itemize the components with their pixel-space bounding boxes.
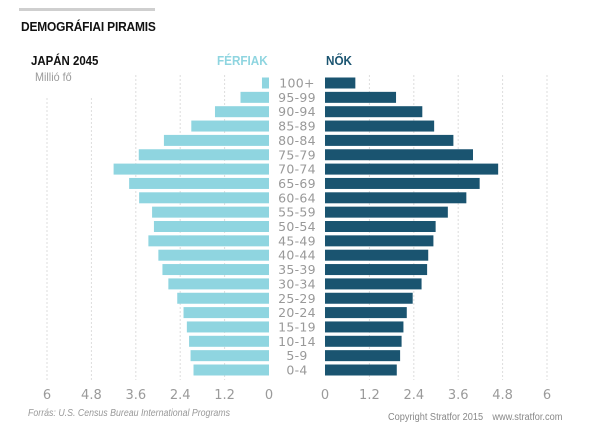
bar-female-15-19 xyxy=(325,321,404,333)
age-label: 55-59 xyxy=(278,205,316,220)
age-label: 20-24 xyxy=(278,305,316,320)
tick-label-left: 6 xyxy=(43,388,51,403)
bar-female-20-24 xyxy=(325,307,407,319)
tick-label-right: 0 xyxy=(321,388,329,403)
bar-male-100+ xyxy=(261,77,269,89)
bar-female-30-34 xyxy=(325,278,422,290)
bar-male-55-59 xyxy=(152,206,269,218)
age-label: 15-19 xyxy=(278,319,316,334)
bar-male-20-24 xyxy=(183,307,269,319)
bar-male-85-89 xyxy=(191,120,269,132)
bar-male-45-49 xyxy=(148,235,269,247)
bar-female-80-84 xyxy=(325,134,454,146)
bar-female-0-4 xyxy=(325,364,397,376)
age-label: 90-94 xyxy=(278,104,316,119)
tick-label-right: 3.6 xyxy=(448,388,469,403)
legend-female: NŐK xyxy=(326,53,353,68)
header-accent-bar xyxy=(19,8,155,11)
tick-label-right: 2.4 xyxy=(403,388,424,403)
bar-male-75-79 xyxy=(138,149,269,161)
tick-label-left: 1.2 xyxy=(214,388,235,403)
tick-label-left: 4.8 xyxy=(81,388,102,403)
bar-female-40-44 xyxy=(325,249,429,261)
bar-female-35-39 xyxy=(325,264,428,276)
bar-male-40-44 xyxy=(158,249,269,261)
bar-female-55-59 xyxy=(325,206,448,218)
bar-female-45-49 xyxy=(325,235,434,247)
bar-female-70-74 xyxy=(325,163,499,175)
bar-female-75-79 xyxy=(325,149,473,161)
tick-label-right: 6 xyxy=(543,388,551,403)
bars xyxy=(113,77,499,376)
tick-label-left: 2.4 xyxy=(170,388,191,403)
legend-male: FÉRFIAK xyxy=(217,53,268,68)
bar-female-25-29 xyxy=(325,292,413,304)
bar-female-95-99 xyxy=(325,91,397,103)
bar-male-60-64 xyxy=(139,192,269,204)
bar-male-70-74 xyxy=(113,163,269,175)
bar-female-65-69 xyxy=(325,177,480,189)
age-label: 10-14 xyxy=(278,334,316,349)
age-label: 75-79 xyxy=(278,147,316,162)
age-label: 60-64 xyxy=(278,190,316,205)
chart-title: DEMOGRÁFIAI PIRAMIS xyxy=(21,19,156,34)
bar-male-50-54 xyxy=(153,221,269,232)
age-label: 100+ xyxy=(279,76,315,91)
bar-female-50-54 xyxy=(325,221,436,232)
age-label: 0-4 xyxy=(286,363,307,378)
age-label: 40-44 xyxy=(278,248,316,263)
bar-male-0-4 xyxy=(193,364,269,376)
tick-label-right: 1.2 xyxy=(359,388,380,403)
bar-female-60-64 xyxy=(325,192,467,204)
bar-male-35-39 xyxy=(162,264,269,276)
unit-label: Millió fő xyxy=(35,70,72,84)
age-label: 70-74 xyxy=(278,162,316,177)
age-label: 80-84 xyxy=(278,133,316,148)
bar-male-5-9 xyxy=(190,350,269,362)
bar-female-100+ xyxy=(325,77,356,89)
bar-male-90-94 xyxy=(214,106,269,118)
bar-male-15-19 xyxy=(186,321,269,333)
bar-male-95-99 xyxy=(240,91,269,103)
bar-male-65-69 xyxy=(129,177,269,189)
copyright-note: Copyright Stratfor 2015 www.stratfor.com xyxy=(388,412,562,423)
age-label: 25-29 xyxy=(278,291,316,306)
bar-female-10-14 xyxy=(325,335,402,347)
age-label: 85-89 xyxy=(278,119,316,134)
website-text: www.stratfor.com xyxy=(492,412,563,423)
bar-male-25-29 xyxy=(177,292,269,304)
age-label: 65-69 xyxy=(278,176,316,191)
bar-female-90-94 xyxy=(325,106,423,118)
age-label: 45-49 xyxy=(278,233,316,248)
bar-female-5-9 xyxy=(325,350,401,362)
bar-male-30-34 xyxy=(168,278,269,290)
age-labels: 100+95-9990-9485-8980-8475-7970-7465-696… xyxy=(278,76,316,378)
tick-label-left: 0 xyxy=(265,388,273,403)
age-label: 95-99 xyxy=(278,90,316,105)
bar-male-80-84 xyxy=(163,134,269,146)
chart-subtitle: JAPÁN 2045 xyxy=(31,53,99,68)
bar-male-10-14 xyxy=(189,335,269,347)
source-note: Forrás: U.S. Census Bureau International… xyxy=(28,408,231,419)
age-label: 35-39 xyxy=(278,262,316,277)
age-label: 30-34 xyxy=(278,276,316,291)
age-label: 5-9 xyxy=(286,348,307,363)
age-label: 50-54 xyxy=(278,219,316,234)
tick-label-left: 3.6 xyxy=(125,388,146,403)
axis-ticks: 6 4.8 3.6 2.4 1.2 0 0 1.2 2.4 3.6 4.8 6 xyxy=(43,388,551,403)
bar-female-85-89 xyxy=(325,120,435,132)
tick-label-right: 4.8 xyxy=(492,388,513,403)
copyright-text: Copyright Stratfor 2015 xyxy=(388,412,484,423)
